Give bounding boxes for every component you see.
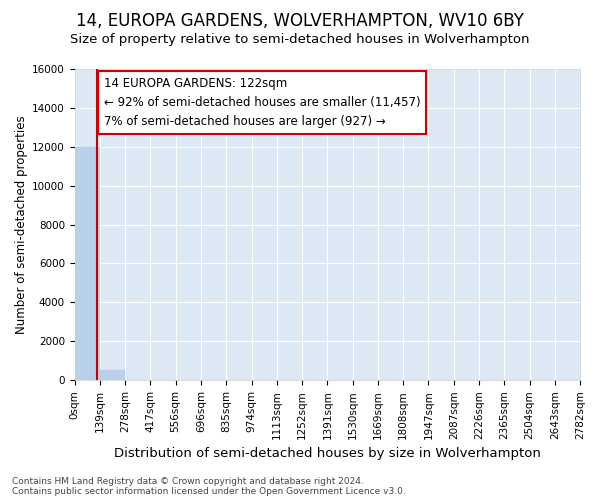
Y-axis label: Number of semi-detached properties: Number of semi-detached properties xyxy=(15,116,28,334)
X-axis label: Distribution of semi-detached houses by size in Wolverhampton: Distribution of semi-detached houses by … xyxy=(114,447,541,460)
Bar xyxy=(100,370,125,380)
Text: Contains HM Land Registry data © Crown copyright and database right 2024.: Contains HM Land Registry data © Crown c… xyxy=(12,477,364,486)
Text: Contains public sector information licensed under the Open Government Licence v3: Contains public sector information licen… xyxy=(12,487,406,496)
Bar xyxy=(74,147,100,380)
Text: Size of property relative to semi-detached houses in Wolverhampton: Size of property relative to semi-detach… xyxy=(70,32,530,46)
Text: 14, EUROPA GARDENS, WOLVERHAMPTON, WV10 6BY: 14, EUROPA GARDENS, WOLVERHAMPTON, WV10 … xyxy=(76,12,524,30)
Text: 14 EUROPA GARDENS: 122sqm
← 92% of semi-detached houses are smaller (11,457)
7% : 14 EUROPA GARDENS: 122sqm ← 92% of semi-… xyxy=(104,77,421,128)
